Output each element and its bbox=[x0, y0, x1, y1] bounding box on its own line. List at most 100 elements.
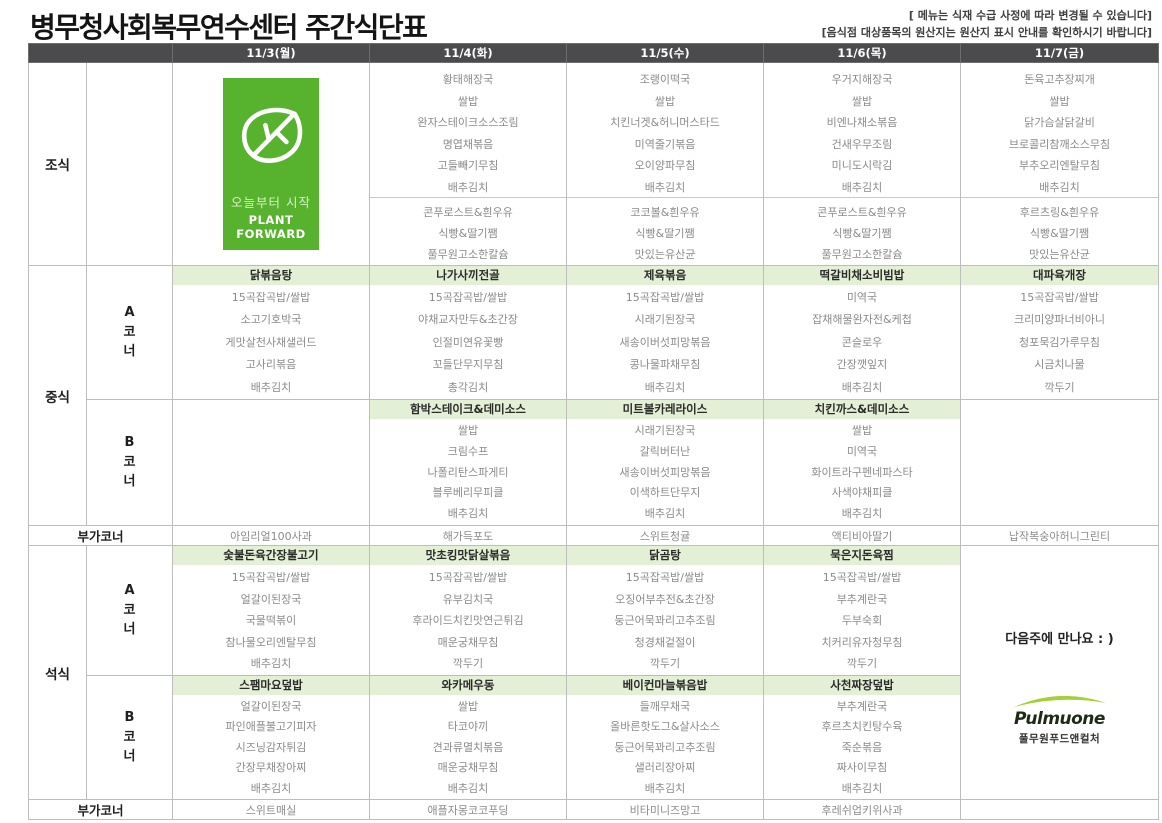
menu-item: 야채교자만두&초간장 bbox=[418, 313, 518, 327]
menu-item: 후르츠링&흰우유 bbox=[1019, 206, 1100, 219]
lunch-b-thu-cell: 치킨까스&데미소스 쌀밥 미역국 화이트라구펜네파스타 사색야채피클 배추김치 bbox=[763, 399, 961, 527]
menu-item: 미역국 bbox=[846, 444, 878, 458]
menu-item: 나폴리탄스파게티 bbox=[427, 465, 509, 479]
menu-item: 꼬들단무지무침 bbox=[432, 358, 504, 372]
menu-item: 돈육고추장찌개 bbox=[1024, 73, 1095, 86]
menu-items: 15곡잡곡밥/쌀밥 크리미양파너비아니 청포묵김가루무침 시금치나물 깍두기 bbox=[962, 285, 1158, 399]
menu-item: 배추김치 bbox=[1039, 180, 1080, 194]
menu-item: 배추김치 bbox=[841, 380, 883, 394]
menu-item: 배추김치 bbox=[841, 507, 883, 521]
menu-title: 함박스테이크&데미소스 bbox=[370, 400, 566, 420]
menu-item: 명엽채볶음 bbox=[442, 137, 494, 151]
menu-items: 시래기된장국 갈릭버터난 새송이버섯피망볶음 이색하트단무지 배추김치 bbox=[568, 419, 763, 524]
breakfast-main-list: 돈육고추장찌개 쌀밥 닭가슴살닭갈비 브로콜리참깨소스무침 부추오리엔탈무침 배추김치 bbox=[962, 64, 1158, 198]
lunch-a-thu-cell: 떡갈비채소비빔밥 미역국 잡채해물완자전&케첩 콘슬로우 간장깻잎지 배추김치 bbox=[763, 264, 961, 401]
menu-item: 쌀밥 bbox=[457, 699, 479, 713]
menu-title: 떡갈비채소비빔밥 bbox=[764, 266, 960, 285]
menu-items: 얼갈이된장국 파인애플불고기피자 시즈닝감자튀김 간장무채장아찌 배추김치 bbox=[174, 695, 369, 799]
menu-item: 참나물오리엔탈무침 bbox=[225, 635, 317, 649]
breakfast-thu-cell: 우거지해장국 쌀밥 비엔나채소볶음 건새우무조림 미니도시락김 배추김치 콘푸로스트&흰우… bbox=[763, 62, 961, 266]
brand-name: Pulmuone bbox=[1014, 709, 1105, 730]
page-title: 병무청사회복무연수센터 주간식단표 bbox=[30, 11, 428, 44]
menu-item: 견과류멸치볶음 bbox=[432, 740, 504, 754]
breakfast-main-list: 황태해장국 쌀밥 완자스테이크소스조림 명엽채볶음 고들빼기무침 배추김치 bbox=[371, 64, 566, 198]
menu-item: 죽순볶음 bbox=[841, 740, 883, 754]
menu-title: 대파육개장 bbox=[961, 266, 1158, 285]
menu-item: 고들빼기무침 bbox=[437, 159, 499, 172]
menu-item: 유부김치국 bbox=[442, 592, 494, 606]
badge-text-kr: 오늘부터 시작 bbox=[231, 195, 311, 210]
menu-item: 식빵&딸기쨈 bbox=[635, 227, 695, 240]
badge-text-en: PLANT FORWARD bbox=[236, 213, 306, 241]
menu-item: 새송이버섯피망볶음 bbox=[619, 465, 711, 479]
dinner-extra-mon: 스위트매실 bbox=[172, 799, 370, 821]
breakfast-wed-cell: 조랭이떡국 쌀밥 치킨너겟&허니머스타드 미역줄기볶음 오이양파무침 배추김치 코코볼&흰… bbox=[566, 62, 764, 266]
dinner-a-row: 석식 A코너 숯불돈육간장불고기 15곡잡곡밥/쌀밥 얼갈이된장국 국물떡볶이 참나물… bbox=[28, 545, 1159, 801]
menu-item: 짜사이무침 bbox=[836, 761, 888, 775]
menu-item: 맛있는유산균 bbox=[634, 248, 696, 261]
menu-item: 콩나물파채무침 bbox=[629, 358, 701, 372]
dinner-a-mon-cell: 숯불돈육간장불고기 15곡잡곡밥/쌀밥 얼갈이된장국 국물떡볶이 참나물오리엔탈무침 배… bbox=[172, 545, 370, 676]
lunch-b-mon-cell bbox=[172, 399, 370, 527]
breakfast-sub-list: 콘푸로스트&흰우유 식빵&딸기쨈 풀무원고소한칼슘 bbox=[764, 197, 960, 265]
lunch-b-row: B코너 함박스테이크&데미소스 쌀밥 크림수프 나폴리탄스파게티 블루베리무피클 배추김… bbox=[29, 399, 1159, 527]
menu-title: 와카메우동 bbox=[370, 676, 566, 695]
see-you-next-week-block: 다음주에 만나요 : ) Pulmuone 풀무원푸드앤컬처 bbox=[962, 547, 1158, 747]
menu-item: 15곡잡곡밥/쌀밥 bbox=[428, 291, 508, 304]
lunch-b-tue-cell: 함박스테이크&데미소스 쌀밥 크림수프 나폴리탄스파게티 블루베리무피클 배추김치 bbox=[369, 399, 567, 527]
menu-item: 샐러리장아찌 bbox=[634, 761, 696, 775]
dinner-a-tue-cell: 맛초킹맛닭살볶음 15곡잡곡밥/쌀밥 유부김치국 후라이드치킨맛연근튀김 매운궁채무침… bbox=[369, 545, 567, 676]
menu-item: 15곡잡곡밥/쌀밥 bbox=[1020, 291, 1099, 304]
plant-forward-badge: 오늘부터 시작 PLANT FORWARD bbox=[223, 78, 319, 250]
menu-item: 닭가슴살닭갈비 bbox=[1024, 116, 1095, 129]
menu-title: 맛초킹맛닭살볶음 bbox=[370, 546, 566, 566]
menu-item: 배추김치 bbox=[250, 657, 292, 671]
menu-items: 15곡잡곡밥/쌀밥 오징어부추전&초간장 둥근어묵꽈리고추조림 청경채겉절이 깍두기 bbox=[568, 565, 763, 674]
menu-items: 들깨무채국 올바른핫도그&살사소스 둥근어묵꽈리고추조림 샐러리장아찌 배추김치 bbox=[568, 695, 763, 799]
menu-item: 콘푸로스트&흰우유 bbox=[423, 206, 513, 219]
menu-item: 배추김치 bbox=[447, 507, 489, 521]
dinner-b-wed-cell: 베이컨마늘볶음밥 들깨무채국 올바른핫도그&살사소스 둥근어묵꽈리고추조림 샐러리장아… bbox=[566, 674, 764, 801]
menu-title: 닭볶음탕 bbox=[173, 266, 369, 285]
menu-item: 배추김치 bbox=[250, 781, 292, 795]
menu-item: 풀무원고소한칼슘 bbox=[821, 248, 903, 261]
dinner-b-row: B코너 스팸마요덮밥 얼갈이된장국 파인애플불고기피자 시즈닝감자튀김 간장무채장아찌… bbox=[29, 674, 1159, 801]
menu-item: 미역줄기볶음 bbox=[634, 137, 696, 151]
menu-item: 이색하트단무지 bbox=[629, 486, 701, 500]
menu-item: 배추김치 bbox=[447, 180, 489, 194]
lunch-a-row: 중식 A코너 닭볶음탕 15곡잡곡밥/쌀밥 소고기호박국 게맛살천사채샐러드 고사리볶… bbox=[28, 264, 1159, 527]
menu-items: 쌀밥 미역국 화이트라구펜네파스타 사색야채피클 배추김치 bbox=[765, 419, 960, 524]
menu-items: 15곡잡곡밥/쌀밥 부추계란국 두부숙회 치커리유자청무침 깍두기 bbox=[765, 565, 960, 674]
header-corner-cell bbox=[28, 43, 173, 63]
dinner-a-wed-cell: 닭곰탕 15곡잡곡밥/쌀밥 오징어부추전&초간장 둥근어묵꽈리고추조림 청경채겉절이 깍… bbox=[566, 545, 764, 676]
menu-item: 타코야끼 bbox=[447, 720, 489, 734]
header-row: 11/3(월) 11/4(화) 11/5(수) 11/6(목) 11/7(금) bbox=[28, 43, 1159, 63]
menu-items: 15곡잡곡밥/쌀밥 얼갈이된장국 국물떡볶이 참나물오리엔탈무침 배추김치 bbox=[174, 565, 369, 674]
menu-item: 식빵&딸기쨈 bbox=[832, 227, 892, 240]
menu-item: 둥근어묵꽈리고추조림 bbox=[614, 740, 716, 754]
lunch-corner-a-label: A코너 bbox=[86, 264, 173, 401]
menu-item: 배추김치 bbox=[644, 180, 686, 194]
lunch-a-mon-cell: 닭볶음탕 15곡잡곡밥/쌀밥 소고기호박국 게맛살천사채샐러드 고사리볶음 배추김치 bbox=[172, 264, 370, 401]
menu-item: 15곡잡곡밥/쌀밥 bbox=[231, 571, 311, 585]
menu-item: 고사리볶음 bbox=[245, 358, 297, 372]
menu-item: 간장깻잎지 bbox=[836, 358, 888, 372]
menu-item: 15곡잡곡밥/쌀밥 bbox=[625, 291, 705, 304]
menu-item: 치킨너겟&허니머스타드 bbox=[610, 116, 720, 129]
menu-item: 배추김치 bbox=[250, 380, 292, 394]
menu-item: 갈릭버터난 bbox=[639, 444, 691, 458]
corner-b-text: B코너 bbox=[123, 435, 136, 490]
menu-item: 시즈닝감자튀김 bbox=[235, 740, 307, 754]
breakfast-sub-list: 후르츠링&흰우유 식빵&딸기쨈 맛있는유산균 bbox=[961, 197, 1158, 265]
menu-item: 후라이드치킨맛연근튀김 bbox=[412, 614, 524, 628]
menu-item: 파인애플불고기피자 bbox=[225, 720, 317, 734]
menu-item: 부추계란국 bbox=[836, 592, 888, 606]
note-line-1: [ 메뉴는 식재 수급 사정에 따라 변경될 수 있습니다] bbox=[908, 9, 1152, 22]
corner-a-text: A코너 bbox=[123, 583, 136, 638]
menu-title: 치킨까스&데미소스 bbox=[764, 400, 960, 420]
dinner-extra-label: 부가코너 bbox=[28, 799, 173, 821]
dinner-fri-merged-cell: 다음주에 만나요 : ) Pulmuone 풀무원푸드앤컬처 bbox=[960, 545, 1159, 801]
lunch-b-fri-cell bbox=[960, 399, 1159, 527]
dinner-b-mon-cell: 스팸마요덮밥 얼갈이된장국 파인애플불고기피자 시즈닝감자튀김 간장무채장아찌 배추김치 bbox=[172, 674, 370, 801]
breakfast-tue-cell: 황태해장국 쌀밥 완자스테이크소스조림 명엽채볶음 고들빼기무침 배추김치 콘푸로스트&흰… bbox=[369, 62, 567, 266]
